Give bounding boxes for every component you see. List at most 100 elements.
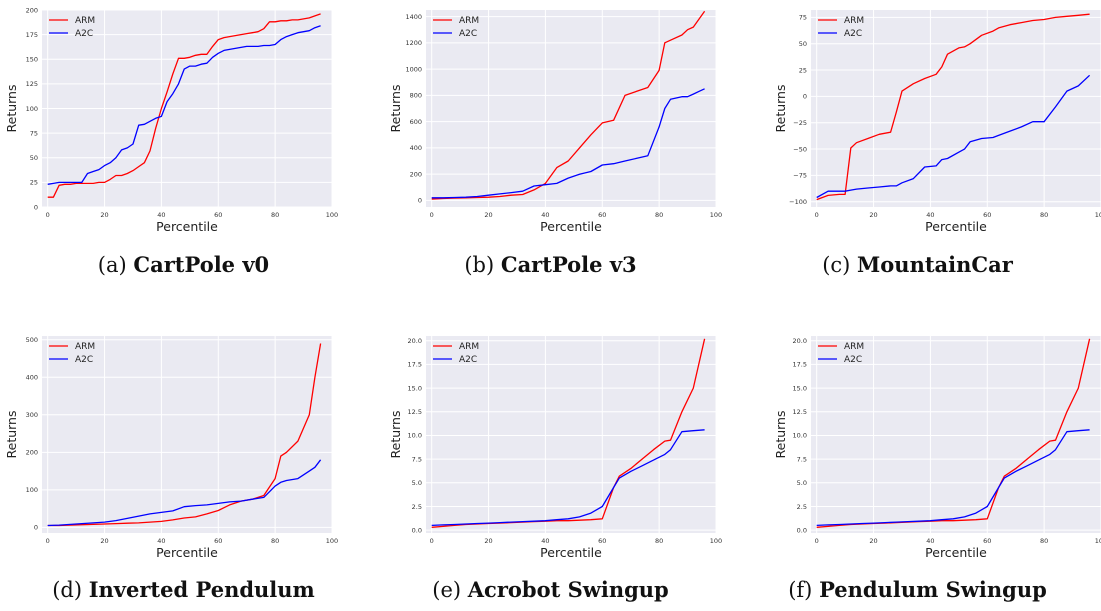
- x-axis-label: Percentile: [540, 545, 602, 560]
- y-tick-label: 600: [410, 118, 422, 126]
- x-tick-label: 0: [815, 211, 819, 219]
- legend-label: A2C: [75, 29, 93, 39]
- x-tick-label: 100: [326, 211, 338, 219]
- x-tick-label: 100: [1095, 537, 1101, 545]
- y-tick-label: 75: [30, 129, 38, 137]
- y-axis-label: Returns: [773, 411, 788, 459]
- x-axis-label: Percentile: [540, 219, 602, 234]
- y-tick-label: 100: [26, 105, 38, 113]
- x-tick-label: 20: [869, 537, 877, 545]
- y-tick-label: 20.0: [793, 337, 807, 345]
- caption-label: (b): [464, 253, 501, 277]
- caption-label: (f): [788, 578, 820, 602]
- x-tick-label: 0: [430, 211, 434, 219]
- x-tick-label: 0: [46, 211, 50, 219]
- y-tick-label: 1200: [405, 39, 422, 47]
- chart-4: 0 20 40 60 80 100 0 100 200 300 400 500 ARM A2C Percen…: [4, 336, 338, 560]
- y-tick-label: 0: [34, 524, 38, 532]
- y-tick-label: 20.0: [408, 337, 422, 345]
- y-tick-label: 17.5: [408, 361, 422, 369]
- series-line-a2c: [47, 459, 322, 527]
- caption-name: Inverted Pendulum: [88, 577, 315, 602]
- x-tick-label: 40: [157, 537, 165, 545]
- subfigure-caption: (e) Acrobot Swingup: [367, 577, 734, 602]
- y-tick-label: −25: [793, 119, 807, 127]
- y-tick-label: 12.5: [408, 408, 422, 416]
- subfigure-caption: (a) CartPole v0: [0, 252, 367, 277]
- y-tick-label: 1000: [405, 65, 422, 73]
- y-tick-label: 50: [799, 40, 807, 48]
- y-tick-label: 400: [26, 374, 38, 382]
- plot-area: [811, 336, 1101, 533]
- x-tick-label: 20: [100, 537, 108, 545]
- plot-area: [42, 336, 332, 533]
- x-axis-label: Percentile: [156, 545, 218, 560]
- x-tick-label: 40: [926, 211, 934, 219]
- x-tick-label: 60: [598, 537, 606, 545]
- x-tick-label: 40: [157, 211, 165, 219]
- chart-3: 0 20 40 60 80 100 −100 −75 −50 −25 0 25 50 75 ARM A2C Pe…: [773, 10, 1101, 234]
- y-axis-label: Returns: [388, 85, 403, 133]
- x-tick-label: 40: [541, 537, 549, 545]
- y-tick-label: 0: [803, 93, 807, 101]
- y-axis-label: Returns: [388, 411, 403, 459]
- y-tick-label: 15.0: [793, 384, 807, 392]
- series-line-a2c: [816, 74, 1091, 199]
- series-line-arm: [47, 343, 322, 527]
- legend-label: ARM: [844, 342, 864, 352]
- y-tick-label: 10.0: [408, 432, 422, 440]
- series-line-a2c: [47, 25, 321, 185]
- x-tick-label: 40: [926, 537, 934, 545]
- x-tick-label: 60: [214, 211, 222, 219]
- caption-name: Pendulum Swingup: [819, 577, 1047, 602]
- x-axis-label: Percentile: [156, 219, 218, 234]
- y-tick-label: −50: [793, 145, 807, 153]
- caption-label: (e): [432, 578, 468, 602]
- y-tick-label: 5.0: [797, 479, 807, 487]
- y-tick-label: 0.0: [412, 526, 422, 534]
- x-tick-label: 100: [710, 211, 722, 219]
- x-tick-label: 20: [484, 537, 492, 545]
- subfigure-caption: (c) MountainCar: [734, 252, 1101, 277]
- y-axis-label: Returns: [4, 85, 19, 133]
- y-tick-label: 200: [26, 449, 38, 457]
- plot-area: [811, 10, 1101, 207]
- caption-label: (d): [52, 578, 89, 602]
- caption-name: Acrobot Swingup: [467, 577, 669, 602]
- y-tick-label: 125: [26, 80, 38, 88]
- y-tick-label: 300: [26, 411, 38, 419]
- x-tick-label: 80: [1040, 211, 1048, 219]
- series-line-a2c: [816, 429, 1090, 527]
- caption-label: (a): [97, 253, 134, 277]
- y-tick-label: 25: [30, 179, 38, 187]
- x-tick-label: 60: [598, 211, 606, 219]
- y-tick-label: 75: [799, 14, 807, 22]
- x-tick-label: 40: [541, 211, 549, 219]
- y-tick-label: 15.0: [408, 384, 422, 392]
- chart-1: 0 20 40 60 80 100 0 25 50 75 100 125 150 175 200 ARM A2C…: [4, 6, 338, 234]
- caption-label: (c): [822, 253, 858, 277]
- y-tick-label: 25: [799, 66, 807, 74]
- caption-name: CartPole v0: [133, 252, 270, 277]
- y-tick-label: 200: [26, 6, 38, 14]
- x-tick-label: 80: [655, 537, 663, 545]
- chart-6: 0 20 40 60 80 100 0.0 2.5 5.0 7.5 10.0 12.5 15.0 17.5…: [773, 336, 1101, 560]
- legend-label: ARM: [75, 16, 95, 26]
- y-tick-label: 10.0: [793, 432, 807, 440]
- x-tick-label: 100: [1095, 211, 1101, 219]
- y-tick-label: 17.5: [793, 361, 807, 369]
- series-line-arm: [431, 10, 706, 200]
- y-tick-label: 2.5: [797, 503, 807, 511]
- y-tick-label: 2.5: [412, 503, 422, 511]
- y-tick-label: 0.0: [797, 526, 807, 534]
- x-tick-label: 80: [271, 211, 279, 219]
- caption-name: MountainCar: [857, 252, 1013, 277]
- y-tick-label: 50: [30, 154, 38, 162]
- legend-label: ARM: [459, 16, 479, 26]
- y-tick-label: 7.5: [412, 455, 422, 463]
- y-tick-label: 150: [26, 56, 38, 64]
- y-tick-label: 100: [26, 486, 38, 494]
- x-axis-label: Percentile: [925, 219, 987, 234]
